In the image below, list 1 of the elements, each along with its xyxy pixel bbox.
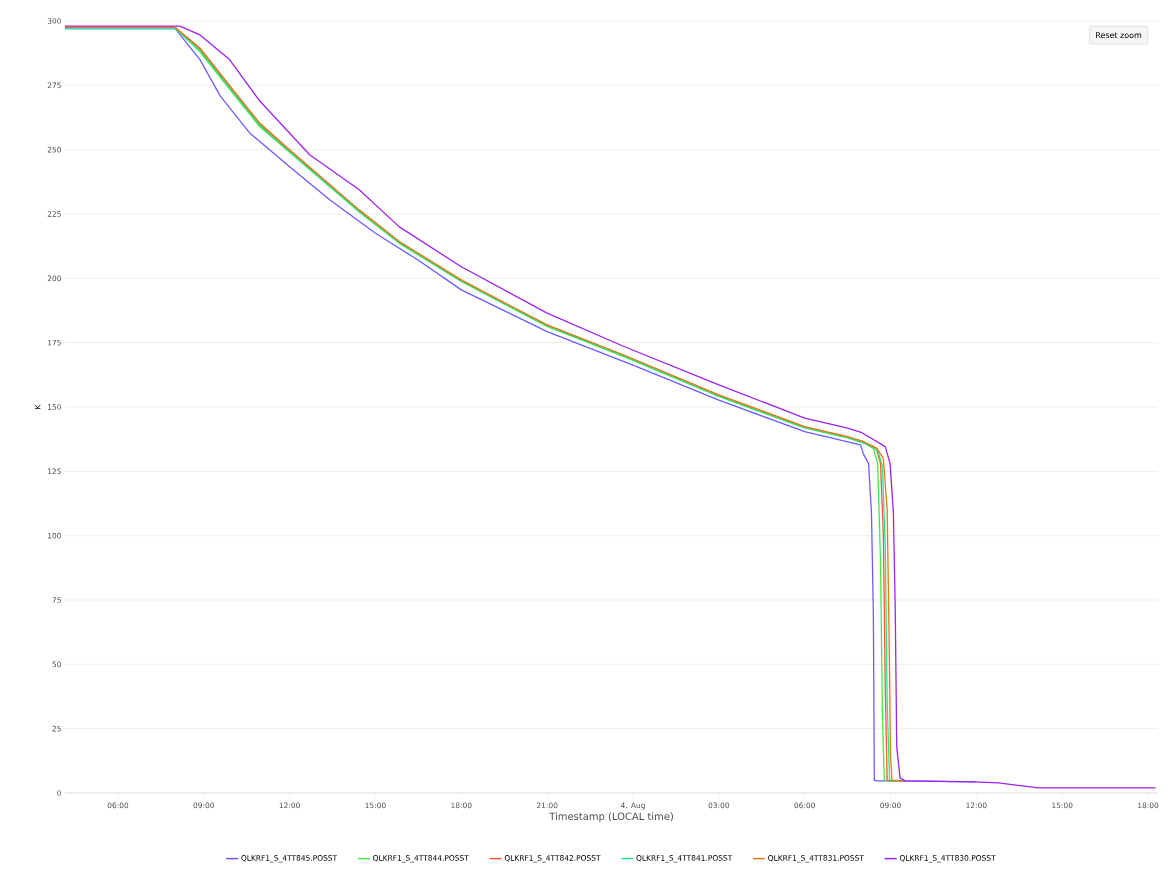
x-axis-title: Timestamp (LOCAL time): [549, 812, 673, 823]
